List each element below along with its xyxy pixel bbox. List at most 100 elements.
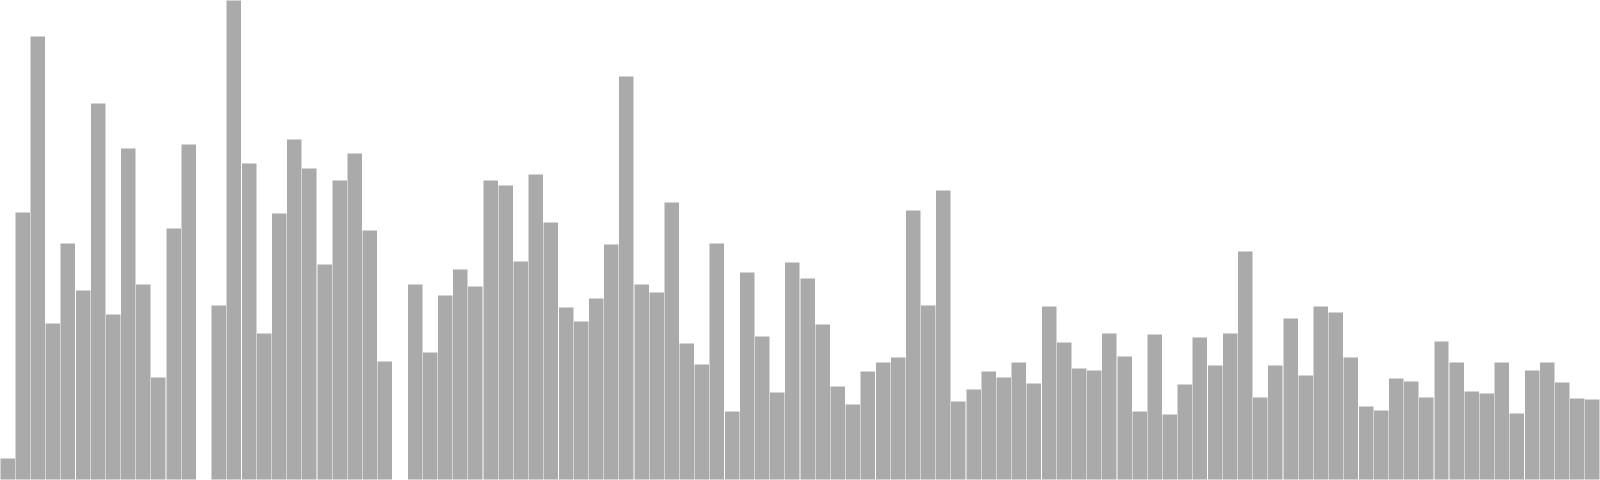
bar-15 bbox=[226, 0, 242, 480]
bar-44 bbox=[663, 201, 680, 480]
bar-95 bbox=[1433, 340, 1450, 480]
bar-2 bbox=[29, 35, 46, 480]
bar-102 bbox=[1539, 361, 1556, 480]
bar-72 bbox=[1086, 369, 1103, 480]
bar-103 bbox=[1554, 381, 1571, 480]
bar-32 bbox=[482, 179, 499, 480]
bar-98 bbox=[1478, 392, 1495, 480]
bar-96 bbox=[1448, 361, 1465, 480]
bar-94 bbox=[1418, 396, 1435, 480]
bar-92 bbox=[1388, 377, 1405, 480]
bar-47 bbox=[709, 242, 725, 480]
bar-54 bbox=[814, 323, 831, 480]
bar-62 bbox=[935, 189, 952, 480]
bar-39 bbox=[588, 297, 605, 480]
bar-71 bbox=[1071, 367, 1088, 480]
bar-24 bbox=[361, 229, 378, 480]
bar-93 bbox=[1403, 380, 1420, 480]
bar-89 bbox=[1343, 356, 1359, 480]
bar-80 bbox=[1207, 364, 1223, 480]
bar-67 bbox=[1011, 361, 1027, 480]
bar-43 bbox=[648, 291, 665, 480]
bar-0 bbox=[0, 457, 16, 480]
bar-104 bbox=[1569, 397, 1586, 480]
bar-8 bbox=[120, 147, 137, 480]
bar-58 bbox=[875, 361, 891, 480]
bar-78 bbox=[1177, 383, 1193, 480]
bar-51 bbox=[769, 391, 786, 480]
bar-101 bbox=[1524, 369, 1540, 480]
bar-29 bbox=[437, 294, 454, 480]
bar-97 bbox=[1463, 390, 1480, 480]
bar-23 bbox=[346, 152, 363, 480]
bar-21 bbox=[316, 263, 333, 480]
bar-42 bbox=[633, 283, 650, 480]
bar-34 bbox=[512, 260, 529, 480]
bar-45 bbox=[678, 342, 695, 480]
bar-31 bbox=[467, 285, 484, 480]
bar-18 bbox=[271, 212, 288, 480]
bar-20 bbox=[301, 167, 318, 480]
bar-84 bbox=[1267, 364, 1284, 480]
bar-86 bbox=[1297, 374, 1314, 480]
bar-87 bbox=[1312, 305, 1329, 480]
bar-59 bbox=[890, 356, 906, 480]
bar-56 bbox=[844, 403, 861, 480]
bar-64 bbox=[965, 388, 982, 480]
bar-36 bbox=[543, 221, 559, 480]
bar-63 bbox=[950, 400, 967, 480]
bar-50 bbox=[754, 335, 771, 480]
bar-35 bbox=[527, 173, 544, 480]
bar-83 bbox=[1252, 396, 1269, 480]
bar-22 bbox=[331, 179, 348, 480]
bar-10 bbox=[150, 376, 167, 480]
bar-1 bbox=[14, 211, 31, 480]
bar-33 bbox=[497, 184, 514, 480]
bar-68 bbox=[1026, 382, 1042, 480]
bar-19 bbox=[286, 138, 303, 480]
bar-105 bbox=[1584, 398, 1600, 480]
bar-77 bbox=[1161, 413, 1178, 480]
bar-9 bbox=[135, 283, 152, 480]
bar-37 bbox=[558, 306, 574, 480]
bar-52 bbox=[784, 261, 801, 480]
bar-16 bbox=[241, 162, 257, 480]
bar-27 bbox=[407, 283, 423, 480]
bar-79 bbox=[1192, 336, 1208, 480]
bar-30 bbox=[452, 268, 469, 480]
bar-57 bbox=[860, 370, 876, 480]
bar-70 bbox=[1056, 341, 1072, 480]
bar-99 bbox=[1494, 361, 1510, 480]
bar-11 bbox=[165, 227, 182, 480]
bar-4 bbox=[60, 242, 76, 480]
bar-69 bbox=[1041, 305, 1057, 480]
bar-28 bbox=[422, 351, 439, 480]
bar-73 bbox=[1101, 332, 1118, 480]
bar-82 bbox=[1237, 250, 1254, 480]
bar-100 bbox=[1509, 412, 1525, 480]
bar-61 bbox=[920, 304, 937, 480]
bar-55 bbox=[829, 385, 846, 480]
bar-7 bbox=[105, 313, 122, 480]
bar-41 bbox=[618, 75, 635, 480]
bar-88 bbox=[1328, 311, 1344, 480]
bar-74 bbox=[1116, 355, 1133, 480]
bar-91 bbox=[1373, 409, 1389, 480]
bar-75 bbox=[1131, 410, 1148, 480]
bar-40 bbox=[603, 243, 620, 480]
bar-85 bbox=[1282, 317, 1299, 480]
bar-65 bbox=[980, 370, 997, 480]
bar-90 bbox=[1358, 405, 1374, 480]
bar-25 bbox=[377, 360, 393, 480]
bar-46 bbox=[694, 363, 710, 480]
bar-60 bbox=[905, 209, 922, 480]
bar-6 bbox=[90, 102, 106, 480]
bar-49 bbox=[739, 271, 756, 480]
bar-53 bbox=[799, 277, 816, 480]
bar-38 bbox=[573, 320, 589, 480]
bar-66 bbox=[995, 376, 1012, 480]
bar-3 bbox=[44, 322, 61, 480]
bar-12 bbox=[180, 143, 197, 480]
